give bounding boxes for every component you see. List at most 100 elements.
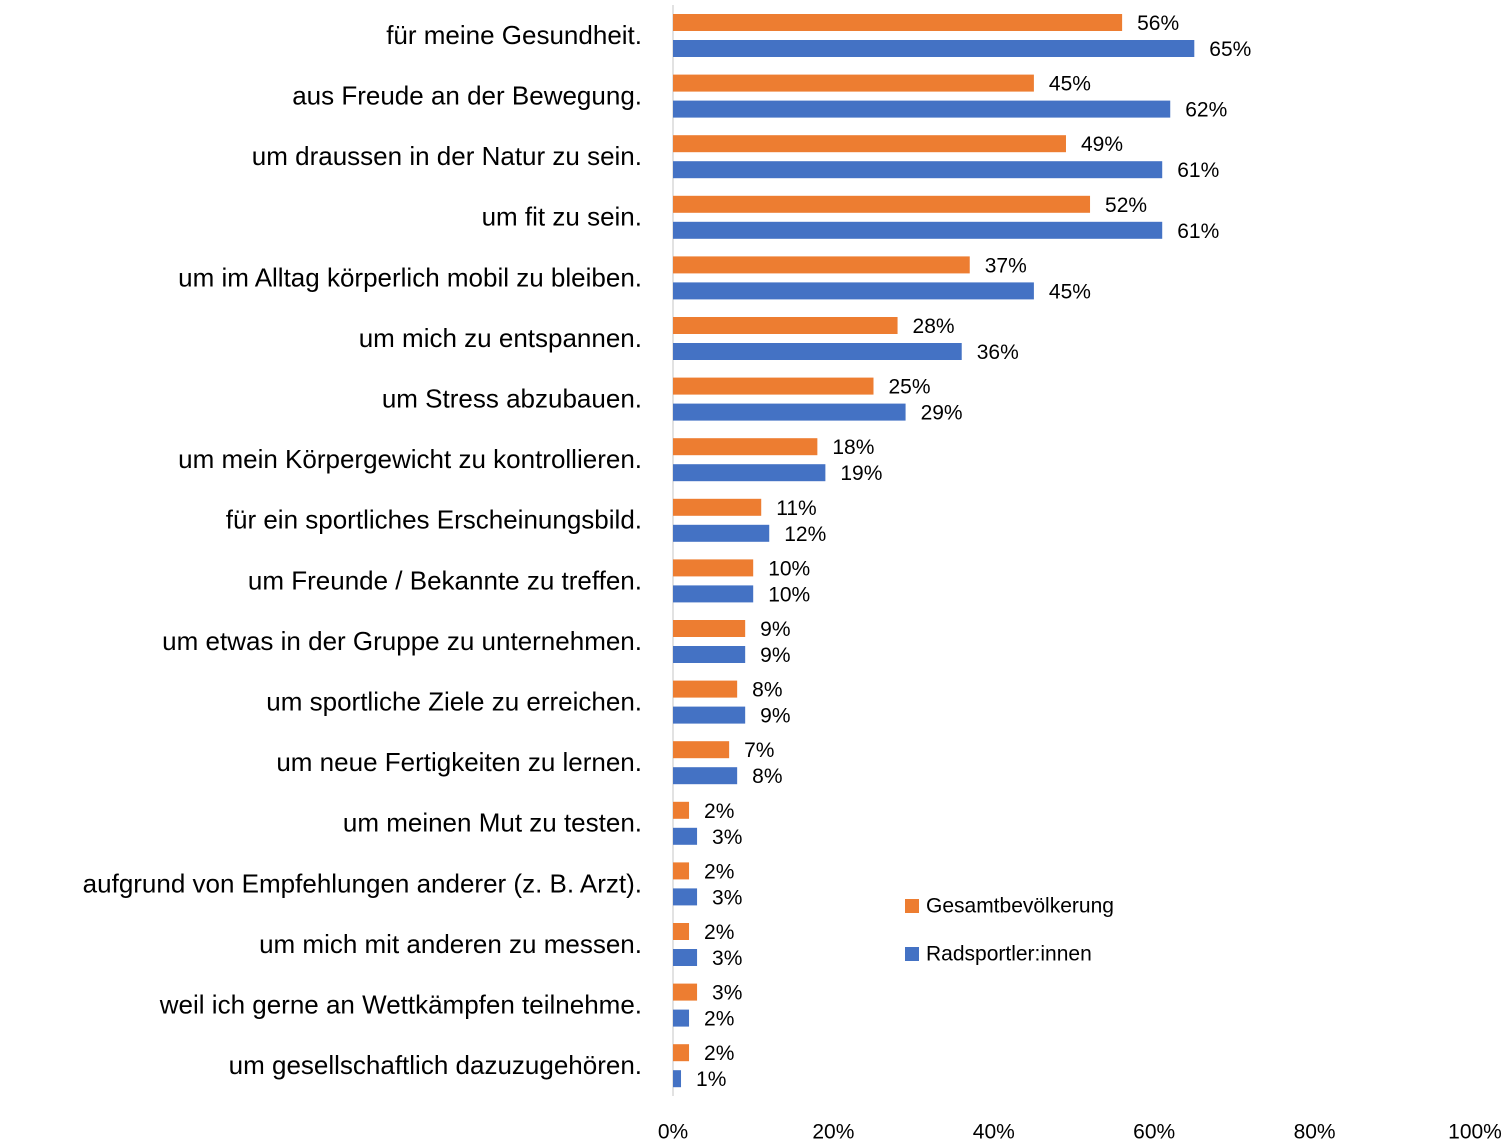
legend-label: Radsportler:innen [926,943,1092,966]
bar [673,438,818,456]
bar [673,524,770,542]
bar [673,741,730,759]
value-label: 52% [1105,194,1147,217]
value-label: 2% [704,860,734,883]
value-label: 62% [1185,99,1227,122]
bar [673,888,698,906]
bar [673,282,1034,300]
value-label: 56% [1137,12,1179,35]
category-label: aus Freude an der Bewegung. [292,80,642,110]
category-label: um im Alltag körperlich mobil zu bleiben… [178,262,642,292]
bar [673,317,898,334]
bar [673,620,746,637]
bar [673,923,690,940]
value-label: 10% [768,583,810,606]
value-label: 2% [704,921,734,944]
value-label: 49% [1081,133,1123,156]
bar [673,256,970,274]
bar [673,559,754,577]
value-label: 61% [1177,159,1219,182]
bar [673,1044,690,1062]
bar [673,827,698,845]
value-label: 18% [832,436,874,459]
category-label: um neue Fertigkeiten zu lernen. [276,747,642,777]
bar [673,646,746,663]
value-label: 36% [977,341,1019,364]
category-label: für ein sportliches Erscheinungsbild. [226,505,642,535]
bar [673,983,698,1001]
value-label: 8% [752,679,782,702]
value-label: 2% [704,1042,734,1065]
x-tick-label: 100% [1448,1121,1502,1143]
bar [673,680,738,698]
category-label: um mein Körpergewicht zu kontrollieren. [178,444,642,474]
x-tick-label: 40% [973,1121,1015,1143]
bar [673,40,1195,57]
bar [673,195,1091,213]
x-tick-label: 0% [658,1121,688,1143]
value-label: 29% [921,402,963,425]
bar [673,706,746,724]
x-tick-label: 60% [1133,1121,1175,1143]
value-label: 12% [784,523,826,546]
value-label: 19% [840,462,882,485]
bar [673,377,874,395]
bar [673,74,1034,92]
bar [673,1009,690,1027]
value-label: 3% [712,982,742,1005]
value-label: 7% [744,739,774,762]
category-label: um sportliche Ziele zu erreichen. [266,686,642,716]
bar [673,801,690,819]
category-label: um Stress abzubauen. [382,383,642,413]
value-label: 1% [696,1068,726,1091]
category-label: um fit zu sein. [482,202,642,232]
value-label: 9% [760,705,790,728]
value-label: 11% [776,497,816,520]
value-label: 65% [1209,38,1251,61]
value-label: 28% [913,315,955,338]
x-tick-label: 20% [812,1121,854,1143]
category-label: um draussen in der Natur zu sein. [252,141,642,171]
value-label: 8% [752,765,782,788]
bar [673,498,762,516]
category-label: um mich zu entspannen. [359,323,642,353]
bar [673,862,690,880]
value-label: 25% [889,376,931,399]
legend-swatch [905,899,919,913]
bar [673,161,1163,179]
value-label: 10% [768,557,810,580]
x-tick-label: 80% [1294,1121,1336,1143]
category-label: für meine Gesundheit. [386,20,642,50]
bar [673,585,754,603]
bar [673,343,962,360]
category-label: um gesellschaftlich dazuzugehören. [229,1050,642,1080]
bar [673,767,738,785]
category-label: um meinen Mut zu testen. [343,808,642,838]
value-label: 45% [1049,280,1091,303]
value-label: 9% [760,644,790,667]
bar [673,1070,682,1088]
value-label: 3% [712,826,742,849]
category-label: um mich mit anderen zu messen. [259,929,642,959]
value-label: 2% [704,1008,734,1031]
value-label: 45% [1049,73,1091,96]
category-label: weil ich gerne an Wettkämpfen teilnehme. [159,989,642,1019]
value-label: 61% [1177,220,1219,243]
category-label: um etwas in der Gruppe zu unternehmen. [162,626,642,656]
bar [673,403,906,421]
bar [673,464,826,482]
legend-label: Gesamtbevölkerung [926,895,1114,918]
bar [673,135,1066,153]
bar [673,221,1163,239]
value-label: 2% [704,800,734,823]
category-label: aufgrund von Empfehlungen anderer (z. B.… [83,868,642,898]
bar [673,949,698,966]
legend-swatch [905,947,919,961]
bar [673,14,1123,31]
category-label: um Freunde / Bekannte zu treffen. [248,565,642,595]
bar [673,100,1171,118]
value-label: 37% [985,254,1027,277]
value-label: 3% [712,947,742,970]
value-label: 9% [760,618,790,641]
